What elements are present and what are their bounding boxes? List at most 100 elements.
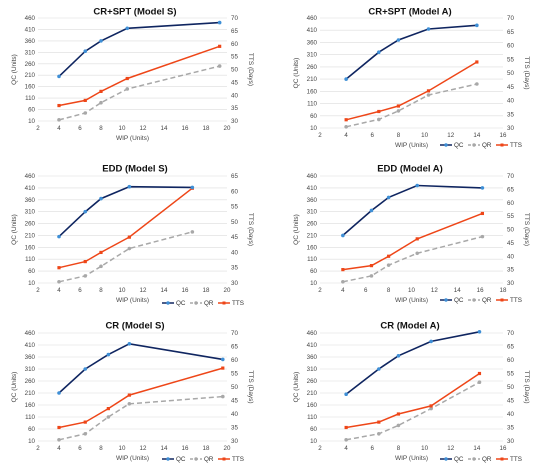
x-tick-label: 12: [140, 125, 147, 132]
y2-tick-label: 40: [507, 411, 514, 418]
x-tick-label: 14: [473, 445, 480, 452]
x-tick-label: 6: [371, 132, 375, 139]
x-tick-label: 6: [78, 125, 82, 132]
data-point-qr: [426, 93, 431, 97]
x-tick-label: 12: [140, 445, 147, 452]
series-line-qr: [58, 395, 223, 441]
data-point-tts: [127, 393, 131, 397]
data-point-tts: [426, 89, 431, 93]
y-tick-label: 210: [307, 232, 318, 239]
x-axis-label: WIP (Units): [395, 297, 428, 304]
data-point-qr: [99, 264, 103, 269]
y2-tick-label: 65: [507, 29, 514, 36]
chart-title: CR+SPT (Model S): [93, 6, 176, 17]
series-line-qr: [345, 83, 478, 128]
y-tick-label: 410: [25, 185, 36, 192]
y2-tick-label: 35: [507, 425, 514, 432]
legend-label-qr: QR: [482, 297, 492, 304]
data-point-qr: [477, 380, 482, 385]
y-tick-label: 10: [310, 125, 317, 132]
y2-tick-label: 65: [231, 344, 238, 351]
data-point-tts: [57, 103, 61, 108]
y-tick-label: 60: [28, 268, 35, 275]
series-line-qr: [58, 231, 193, 283]
y-tick-label: 160: [25, 402, 36, 409]
y2-tick-label: 45: [231, 79, 238, 86]
chart-title: CR (Model A): [380, 320, 439, 331]
y-tick-label: 260: [25, 221, 36, 228]
data-point-tts: [475, 60, 479, 64]
legend-marker-qr: [472, 298, 476, 302]
data-point-qr: [396, 109, 401, 113]
y-axis-label: QC (Units): [293, 58, 300, 89]
y-tick-label: 160: [307, 244, 318, 251]
legend-marker-qc: [444, 298, 448, 302]
y-tick-label: 110: [307, 101, 317, 108]
data-point-qr: [57, 118, 61, 122]
legend-label-qc: QC: [176, 300, 186, 307]
data-point-qr: [99, 100, 103, 105]
x-tick-label: 6: [78, 445, 82, 452]
y-tick-label: 10: [28, 280, 35, 287]
data-point-qr: [344, 438, 348, 442]
x-tick-label: 4: [57, 445, 61, 452]
y2-tick-label: 50: [507, 227, 514, 234]
y2-axis-label: TTS (Days): [247, 53, 254, 86]
legend-label-qr: QR: [204, 300, 214, 307]
y2-tick-label: 30: [507, 438, 514, 445]
chart-panel-2: CR+SPT (Model A)106011016021026031036041…: [293, 6, 530, 149]
x-tick-label: 8: [397, 445, 401, 452]
y-tick-label: 460: [25, 330, 36, 337]
data-point-qr: [480, 234, 485, 239]
legend-label-qc: QC: [176, 456, 186, 463]
data-point-tts: [480, 211, 485, 216]
y2-tick-label: 55: [231, 371, 238, 378]
y-tick-label: 460: [25, 173, 36, 180]
x-tick-label: 4: [57, 287, 61, 294]
y2-tick-label: 60: [231, 41, 238, 48]
series-line-tts: [58, 187, 193, 269]
y-tick-label: 360: [25, 354, 36, 361]
x-axis-label: WIP (Units): [116, 455, 149, 462]
legend-marker-qc: [166, 301, 170, 305]
legend-label-tts: TTS: [232, 456, 244, 463]
y2-axis-label: TTS (Days): [523, 213, 530, 246]
x-tick-label: 14: [473, 132, 480, 139]
y2-axis-label: TTS (Days): [247, 213, 254, 246]
y2-tick-label: 30: [231, 438, 238, 445]
data-point-qc: [341, 233, 345, 238]
data-point-tts: [377, 109, 381, 114]
y2-tick-label: 55: [507, 213, 514, 220]
data-point-tts: [396, 104, 401, 108]
y-axis-label: QC (Units): [11, 372, 18, 403]
x-tick-label: 8: [99, 125, 103, 132]
series-line-tts: [345, 61, 478, 121]
x-tick-label: 2: [318, 132, 322, 139]
y-tick-label: 110: [25, 414, 35, 421]
y2-tick-label: 65: [231, 28, 238, 35]
y-tick-label: 260: [25, 61, 36, 68]
y-tick-label: 310: [307, 366, 318, 373]
data-point-qc: [106, 352, 111, 357]
y2-tick-label: 55: [231, 54, 238, 61]
y-tick-label: 460: [307, 330, 318, 337]
data-point-qc: [125, 26, 130, 31]
y2-tick-label: 45: [507, 84, 514, 91]
data-point-qc: [127, 342, 132, 346]
y2-tick-label: 45: [231, 234, 238, 241]
data-point-tts: [125, 76, 129, 81]
series-line-tts: [342, 212, 483, 271]
legend-label-tts: TTS: [510, 456, 522, 463]
data-point-qc: [477, 330, 482, 334]
data-point-tts: [415, 237, 419, 241]
data-point-tts: [477, 371, 482, 376]
data-point-tts: [106, 407, 110, 411]
x-tick-label: 8: [397, 132, 401, 139]
data-point-qc: [127, 184, 132, 189]
y2-tick-label: 45: [231, 398, 238, 405]
data-point-qc: [369, 208, 374, 213]
y-tick-label: 460: [25, 15, 36, 22]
y-tick-label: 60: [28, 426, 35, 433]
data-point-qc: [83, 367, 88, 371]
x-tick-label: 10: [421, 445, 428, 452]
